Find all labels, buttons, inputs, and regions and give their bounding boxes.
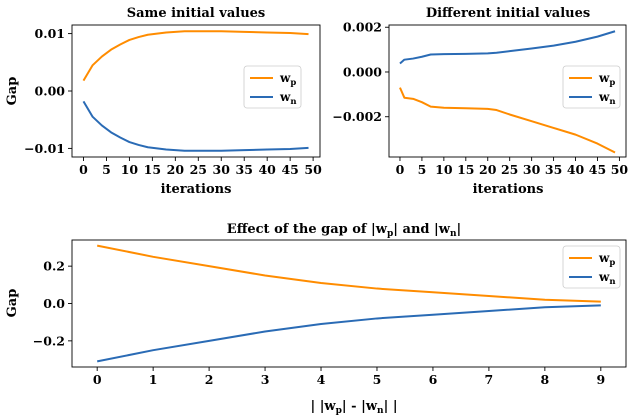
- series-line-wp: [96, 244, 601, 303]
- plot-frame: [388, 24, 627, 158]
- subplot-title: Same initial values: [127, 6, 265, 21]
- xlabel-part: | - |w: [342, 399, 378, 414]
- x-tick-label: 25: [190, 162, 207, 177]
- x-tick-label: 6: [429, 372, 438, 387]
- x-tick-label: 20: [167, 162, 185, 177]
- axes-ticks: 0 1 2 3 4 5 6 7 8 9 0.2 0.0 −0.2: [33, 259, 605, 387]
- x-tick-label: 4: [317, 372, 326, 387]
- xlabel-sub: n: [377, 406, 384, 416]
- axes-ticks: 0 5 10 15 20 25 30 35 40 45 50 0.01 0.00 −0.01: [24, 26, 322, 177]
- y-tick-label: 0.01: [35, 26, 65, 41]
- x-tick-label: 5: [373, 372, 382, 387]
- x-tick-label: 0: [396, 162, 405, 177]
- x-tick-label: 45: [281, 162, 298, 177]
- x-axis-label: | |wp| - |wn| |: [310, 399, 397, 416]
- series-line-wn: [399, 30, 616, 65]
- x-tick-label: 30: [213, 162, 231, 177]
- legend: wp wn: [562, 65, 621, 109]
- x-tick-label: 40: [258, 162, 276, 177]
- y-tick-label: −0.002: [332, 109, 382, 124]
- x-tick-label: 0: [79, 162, 88, 177]
- series-lines: [96, 244, 601, 363]
- subplot-title: Effect of the gap of |wp| and |wn|: [227, 222, 461, 239]
- x-tick-label: 25: [501, 162, 518, 177]
- x-tick-label: 35: [236, 162, 253, 177]
- y-axis-label: Gap: [5, 77, 20, 106]
- x-tick-label: 15: [144, 162, 161, 177]
- title-part: |: [456, 222, 461, 237]
- xlabel-part: | |: [384, 399, 398, 414]
- legend-label: wp: [279, 71, 296, 88]
- title-sub: p: [387, 229, 393, 239]
- y-tick-label: −0.01: [24, 141, 65, 156]
- x-tick-label: 30: [523, 162, 541, 177]
- title-part: | and |w: [393, 222, 450, 237]
- x-tick-label: 50: [304, 162, 322, 177]
- legend-label: wn: [598, 270, 616, 287]
- x-tick-label: 8: [541, 372, 550, 387]
- subplot-different-initial-values: Different initial values 0 5 10 15 20 25 30 35 4…: [332, 6, 628, 197]
- subplot-title: Different initial values: [426, 6, 590, 21]
- x-tick-label: 15: [457, 162, 474, 177]
- legend: wp wn: [562, 245, 621, 289]
- title-part: Effect of the gap of |w: [227, 222, 388, 237]
- x-tick-label: 35: [545, 162, 562, 177]
- x-tick-label: 5: [418, 162, 427, 177]
- x-axis-label: iterations: [473, 182, 544, 197]
- x-tick-label: 0: [93, 372, 102, 387]
- series-line-wn: [82, 100, 309, 152]
- series-line-wp: [399, 87, 616, 154]
- y-tick-label: 0.2: [43, 259, 65, 274]
- x-tick-label: 45: [589, 162, 606, 177]
- series-lines: [82, 30, 309, 152]
- xlabel-sub: p: [336, 406, 342, 416]
- x-tick-label: 2: [205, 372, 214, 387]
- x-tick-label: 40: [567, 162, 585, 177]
- y-tick-label: −0.2: [33, 333, 65, 348]
- axes-ticks: 0 5 10 15 20 25 30 35 40 45 50 0.002 0.000 −0.002: [332, 20, 628, 177]
- y-tick-label: 0.00: [35, 84, 66, 99]
- y-tick-label: 0.002: [343, 20, 382, 35]
- x-tick-label: 9: [596, 372, 605, 387]
- x-tick-label: 3: [261, 372, 270, 387]
- x-tick-label: 10: [435, 162, 453, 177]
- legend-label: wn: [598, 90, 616, 107]
- x-axis-label: iterations: [161, 182, 232, 197]
- series-lines: [399, 30, 616, 154]
- x-tick-label: 5: [102, 162, 111, 177]
- y-tick-label: 0.000: [343, 64, 382, 79]
- x-tick-label: 10: [121, 162, 139, 177]
- y-tick-label: 0.0: [43, 296, 65, 311]
- series-line-wp: [82, 30, 309, 82]
- subplot-same-initial-values: Same initial values 0 5 10 15 20 25 30 35 40 45 50…: [5, 6, 322, 197]
- legend-label: wp: [598, 71, 615, 88]
- x-tick-label: 50: [611, 162, 629, 177]
- legend: wp wn: [243, 65, 302, 109]
- title-sub: n: [450, 229, 457, 239]
- y-axis-label: Gap: [5, 289, 20, 318]
- legend-label: wn: [279, 90, 297, 107]
- xlabel-part: | |w: [310, 399, 336, 414]
- x-tick-label: 20: [479, 162, 497, 177]
- x-tick-label: 7: [485, 372, 494, 387]
- series-line-wn: [96, 304, 601, 363]
- plot-frame: [71, 239, 627, 368]
- x-tick-label: 1: [149, 372, 158, 387]
- legend-label: wp: [598, 251, 615, 268]
